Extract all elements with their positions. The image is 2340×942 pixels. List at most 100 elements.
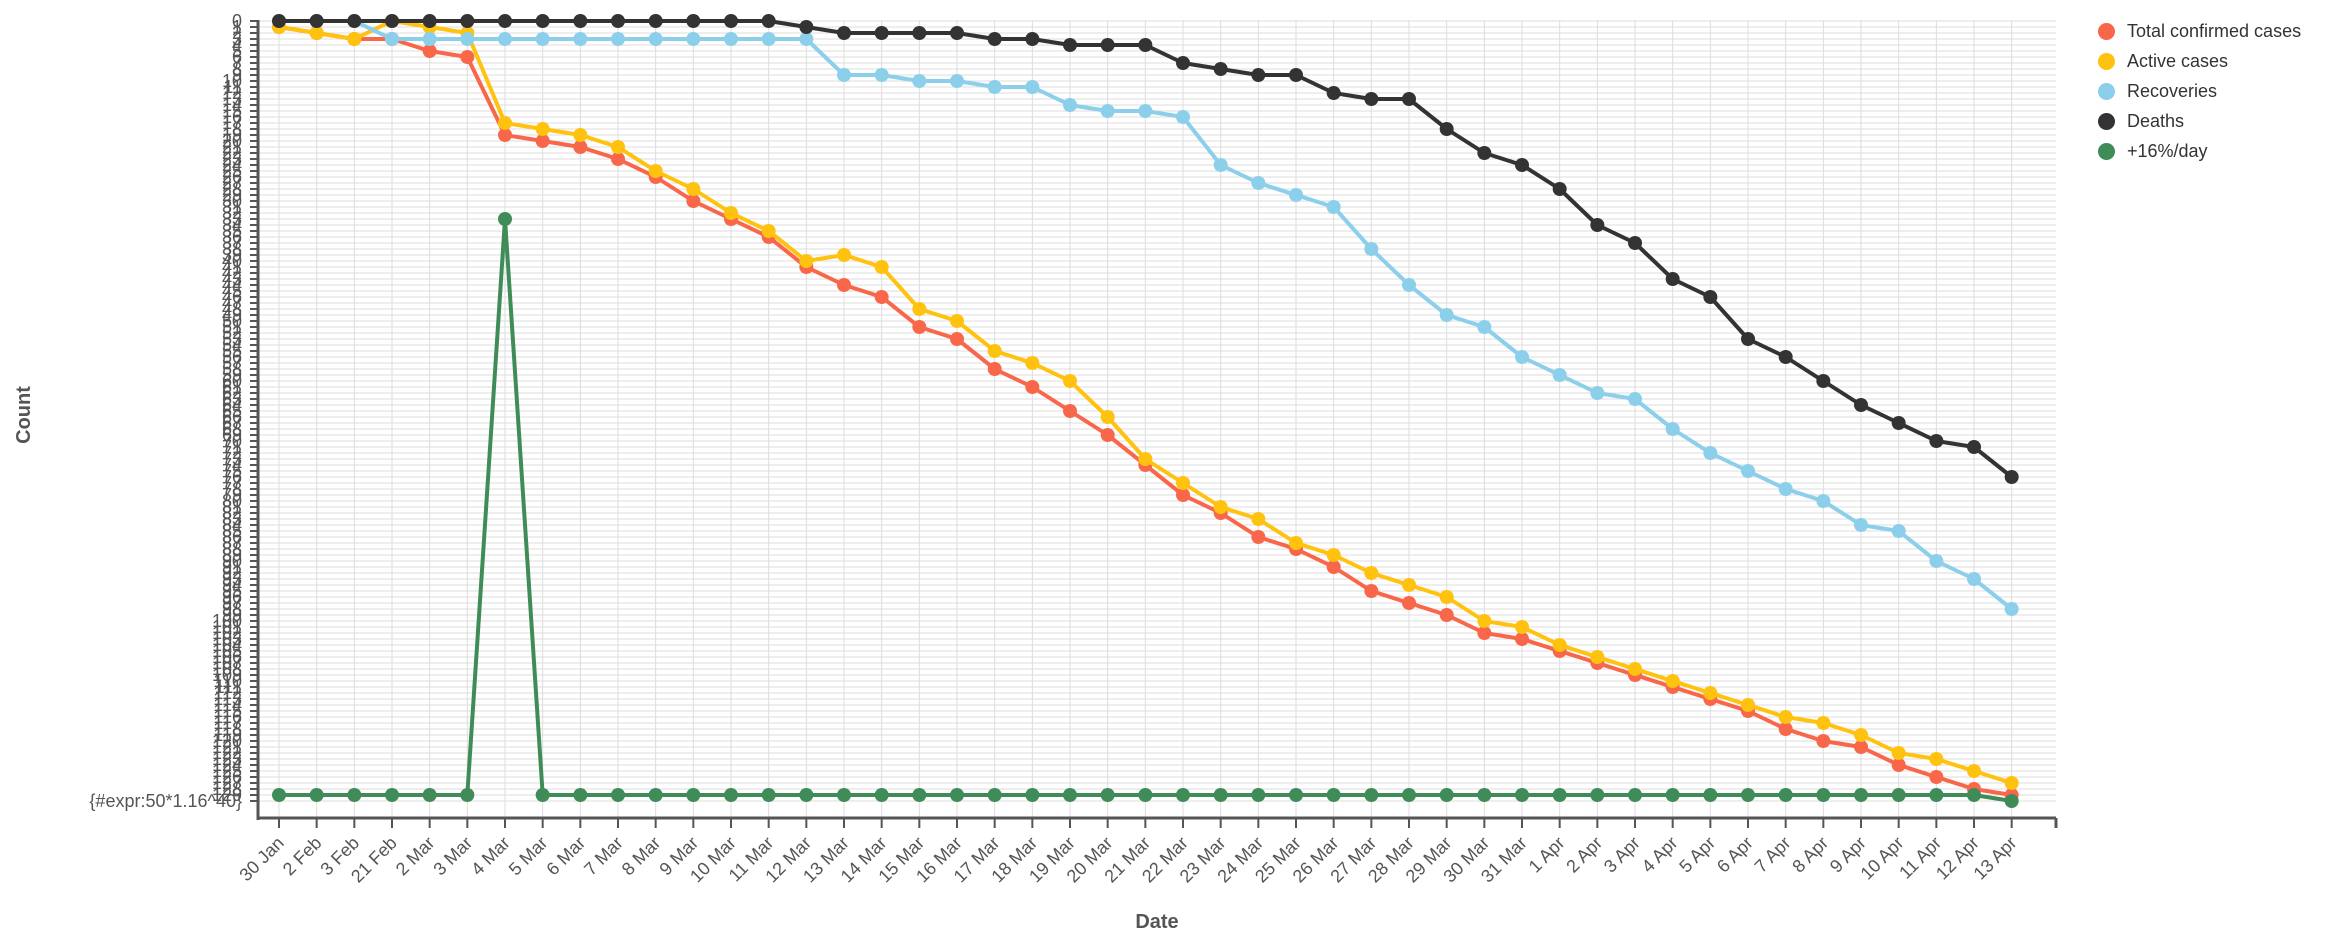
data-point	[648, 788, 663, 802]
y-tick-label: 98	[222, 599, 242, 619]
legend-item[interactable]: Active cases	[2098, 46, 2301, 76]
legend-label: +16%/day	[2127, 140, 2208, 161]
y-tick-label: 78	[222, 479, 242, 499]
y-tick-label: 42	[222, 263, 242, 283]
y-tick-label: 73	[222, 449, 242, 469]
y-tick-label: 72	[222, 443, 242, 463]
y-tick-label: 32	[222, 203, 242, 223]
x-tick-label: 3 Mar	[429, 833, 476, 880]
data-point	[460, 14, 475, 28]
data-point	[1176, 110, 1191, 124]
data-point	[648, 32, 663, 46]
data-point	[1515, 620, 1530, 634]
data-point	[1251, 512, 1266, 526]
legend-swatch	[2098, 22, 2115, 40]
legend-item[interactable]: +16%/day	[2098, 136, 2301, 166]
y-tick-label: 109	[212, 665, 242, 685]
data-point	[1854, 788, 1869, 802]
x-tick-label: 4 Mar	[467, 833, 514, 880]
data-point	[799, 788, 814, 802]
y-tick-label: 1	[232, 17, 242, 37]
data-point	[1703, 686, 1718, 700]
y-tick-label: 65	[222, 401, 242, 421]
data-point	[874, 68, 889, 82]
series-layer	[272, 14, 2019, 808]
data-point	[1778, 722, 1793, 736]
y-tick-label: 40	[222, 251, 242, 271]
data-point	[2004, 776, 2019, 790]
data-point	[1100, 788, 1115, 802]
data-point	[1138, 104, 1153, 118]
data-point	[1063, 38, 1078, 52]
data-point	[2004, 794, 2019, 808]
y-tick-label: 93	[222, 569, 242, 589]
data-point	[1967, 764, 1982, 778]
data-point	[1364, 92, 1379, 106]
legend-item[interactable]: Deaths	[2098, 106, 2301, 136]
y-tick-label: 68	[222, 419, 242, 439]
data-point	[1402, 578, 1417, 592]
data-point	[1289, 188, 1304, 202]
legend-item[interactable]: Total confirmed cases	[2098, 16, 2301, 46]
data-point	[422, 44, 437, 58]
y-tick-label: 127	[212, 773, 242, 793]
data-point	[761, 14, 776, 28]
data-point	[347, 32, 362, 46]
x-tick-label: 2 Feb	[279, 833, 326, 880]
y-tick-label: 61	[222, 377, 242, 397]
data-point	[1929, 434, 1944, 448]
y-tick-label: 102	[212, 623, 242, 643]
y-tick-label: 105	[212, 641, 242, 661]
data-point	[460, 50, 475, 64]
legend-item[interactable]: Recoveries	[2098, 76, 2301, 106]
data-point	[347, 14, 362, 28]
x-tick-label: 7 Apr	[1751, 833, 1795, 877]
data-point	[1665, 272, 1680, 286]
y-tick-label: 50	[222, 311, 242, 331]
data-point	[912, 302, 927, 316]
y-tick-label: 39	[222, 245, 242, 265]
y-tick-label: 92	[222, 563, 242, 583]
y-tick-label: 60	[222, 371, 242, 391]
y-tick-label: 13	[222, 89, 242, 109]
y-tick-label: 62	[222, 383, 242, 403]
series-deaths	[272, 14, 2019, 484]
data-point	[912, 788, 927, 802]
y-tick-label: 59	[222, 365, 242, 385]
data-point	[535, 14, 550, 28]
data-point	[1816, 788, 1831, 802]
data-point	[1590, 788, 1605, 802]
data-point	[347, 788, 362, 802]
y-tick-label: 117	[213, 713, 242, 733]
y-tick-label: 3	[232, 29, 242, 49]
y-tick-label: 31	[222, 197, 242, 217]
series-16-day	[272, 212, 2019, 808]
data-point	[1326, 200, 1341, 214]
data-point	[1326, 86, 1341, 100]
data-point	[1402, 92, 1417, 106]
y-tick-label: 101	[212, 617, 242, 637]
y-tick-label: 46	[222, 287, 242, 307]
data-point	[1364, 584, 1379, 598]
data-point	[987, 362, 1002, 376]
data-point	[648, 164, 663, 178]
x-tick-label: 6 Apr	[1713, 833, 1757, 877]
y-tick-label: 84	[222, 515, 242, 535]
y-tick-label: 107	[212, 653, 242, 673]
data-point	[1251, 530, 1266, 544]
data-point	[309, 26, 324, 40]
y-tick-label: 25	[222, 161, 242, 181]
x-tick-label: 3 Apr	[1600, 833, 1644, 877]
data-point	[460, 788, 475, 802]
y-tick-label: 75	[222, 461, 242, 481]
y-tick-label: 119	[213, 725, 242, 745]
data-point	[950, 74, 965, 88]
x-tick-label: 8 Apr	[1788, 833, 1832, 877]
y-tick-label: 55	[222, 341, 242, 361]
y-tick-label: 112	[213, 683, 242, 703]
y-tick-label: 67	[222, 413, 242, 433]
data-point	[874, 26, 889, 40]
data-point	[1100, 38, 1115, 52]
data-point	[498, 116, 513, 130]
data-point	[1703, 290, 1718, 304]
